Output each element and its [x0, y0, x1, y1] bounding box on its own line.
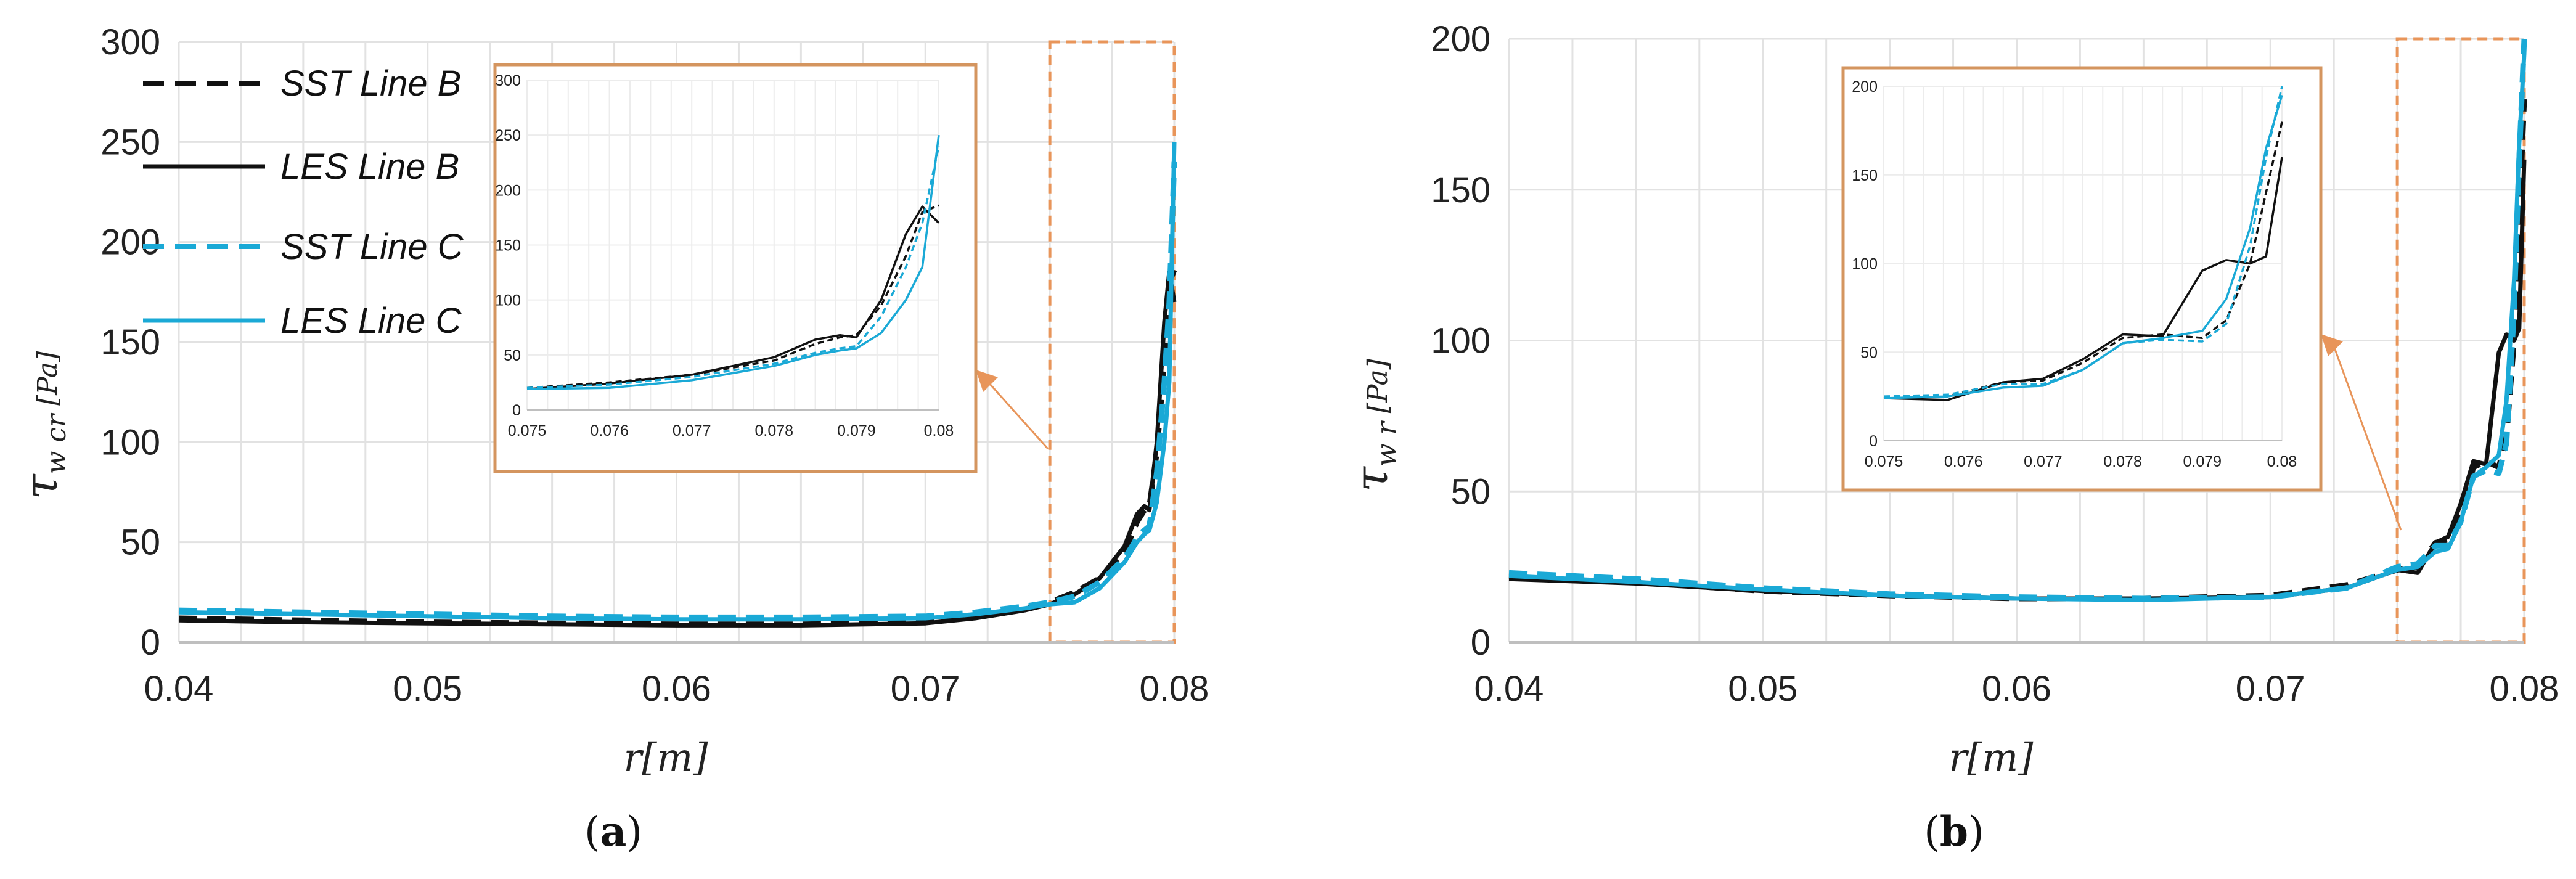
panel-b-inset-x-tick-label: 0.075 — [1865, 453, 1903, 470]
panel-b-inset-x-tick-label: 0.076 — [1944, 453, 1983, 470]
panel-b-x-tick-label: 0.08 — [2490, 669, 2559, 709]
panel-a-inset-x-tick-label: 0.076 — [590, 422, 629, 440]
panel-a-inset-series-line-sst-line-c — [526, 145, 940, 390]
panel-b-inset-x-tick-label: 0.08 — [2267, 453, 2297, 470]
panel-a-x-tick-label: 0.04 — [144, 669, 214, 709]
panel-a-x-ticks: 0.04 0.05 0.06 0.07 0.08 — [144, 669, 1209, 709]
panel-b-inset-y-tick-label: 0 — [1869, 433, 1878, 450]
panel-a-label: (a) — [584, 807, 642, 856]
panel-b-x-tick-label: 0.07 — [2236, 669, 2305, 709]
panel-b-inset: 0 50 100 150 200 0.075 0.076 0.077 0.078 0.079 0.0… — [1841, 66, 2402, 531]
panel-a-x-tick-label: 0.07 — [891, 669, 960, 709]
panel-b-x-tick-label: 0.05 — [1728, 669, 1797, 709]
panel-a-inset-y-tick-label: 250 — [495, 127, 521, 144]
panel-a-y-tick-label: 250 — [100, 122, 160, 162]
panel-a-inset-y-tick-label: 100 — [495, 292, 521, 309]
legend-label: SST Line C — [280, 227, 464, 267]
panel-b-y-axis-label: τw r [Pa] — [1345, 358, 1402, 492]
panel-a-inset-x-tick-label: 0.078 — [755, 422, 794, 440]
panel-a-inset-x-tick-label: 0.077 — [673, 422, 711, 440]
panel-b-x-tick-label: 0.04 — [1474, 669, 1544, 709]
panel-b-series-line-les-line-c — [1508, 54, 2527, 602]
panel-b-inset-frame — [1841, 66, 2323, 492]
panel-a-x-tick-label: 0.05 — [393, 669, 462, 709]
panel-a-inset-x-tick-label: 0.079 — [837, 422, 876, 440]
panel-b-inset-y-tick-label: 150 — [1852, 167, 1878, 184]
panel-b-series — [1508, 38, 2527, 602]
panel-a-y-label-unit: [Pa] — [32, 351, 63, 406]
panel-a-series-line-les-line-c — [178, 142, 1177, 622]
panel-a-x-tick-label: 0.06 — [642, 669, 711, 709]
panel-b-x-axis-label: r[m] — [1949, 735, 2034, 780]
panel-b: 0.04 0.05 0.06 0.07 0.08 0 50 100 150 200 r[m] τ… — [1345, 19, 2559, 856]
panel-b-y-tick-label: 50 — [1450, 472, 1490, 512]
panel-a-inset-series-line-les-line-b — [526, 205, 940, 390]
panel-b-y-label-subscript: w r — [1371, 420, 1402, 467]
legend-label: SST Line B — [280, 63, 461, 104]
svg-text:τw r[Pa]: τw r [Pa] — [1345, 358, 1402, 492]
panel-a-y-label-symbol: τ — [15, 473, 68, 499]
panel-b-x-tick-label: 0.06 — [1982, 669, 2051, 709]
panel-b-y-tick-label: 200 — [1431, 19, 1490, 59]
panel-b-inset-y-tick-label: 100 — [1852, 256, 1878, 273]
panel-a-inset-y-tick-label: 150 — [495, 237, 521, 255]
panel-a-series-line-sst-line-c — [178, 161, 1177, 620]
panel-b-label: (b) — [1924, 807, 1984, 856]
legend-label: LES Line B — [280, 147, 459, 187]
panel-a-y-tick-label: 150 — [100, 322, 160, 362]
panel-b-inset-x-tick-label: 0.079 — [2183, 453, 2222, 470]
panel-a-inset-x-tick-label: 0.08 — [924, 422, 954, 440]
panel-b-x-ticks: 0.04 0.05 0.06 0.07 0.08 — [1474, 669, 2559, 709]
panel-b-inset-y-tick-label: 200 — [1852, 78, 1878, 96]
panel-a-y-label-subscript: w cr — [41, 412, 72, 474]
panel-a-inset-y-tick-label: 200 — [495, 182, 521, 199]
panel-a-inset-series-line-les-line-c — [526, 134, 940, 390]
panel-a-zoom-arrow-head — [976, 370, 998, 392]
panel-a-y-tick-label: 100 — [100, 422, 160, 462]
panel-b-zoom-arrow-line — [2333, 347, 2402, 531]
panel-a-y-tick-label: 50 — [120, 523, 160, 563]
panel-a-x-axis-label: r[m] — [624, 735, 709, 780]
panel-a-inset-series-line-sst-line-b — [526, 204, 939, 390]
panel-a-y-tick-label: 300 — [100, 22, 160, 62]
panel-a-y-axis-label: τw cr [Pa] — [15, 351, 72, 499]
panel-b-zoom-arrow-head — [2321, 334, 2343, 356]
legend-label: LES Line C — [280, 301, 462, 341]
panel-a-inset: 0 50 100 150 200 250 300 0.075 0.076 0.077 0.078 0.… — [493, 63, 1049, 473]
panel-a-inset-y-tick-label: 300 — [495, 72, 521, 89]
panel-a-inset-frame — [493, 63, 978, 473]
panel-a: 0.04 0.05 0.06 0.07 0.08 050100150200250300 … — [15, 22, 1209, 856]
panel-b-y-ticks: 0 50 100 150 200 — [1431, 19, 1490, 663]
panel-a-x-tick-label: 0.08 — [1140, 669, 1209, 709]
panel-b-y-tick-label: 0 — [1471, 623, 1490, 663]
panel-a-zoom-arrow-line — [988, 382, 1049, 450]
panel-a-inset-y-tick-label: 0 — [512, 402, 521, 419]
panel-a-y-tick-label: 200 — [100, 223, 160, 263]
panel-b-inset-x-tick-label: 0.078 — [2103, 453, 2142, 470]
panel-b-inset-x-tick-label: 0.077 — [2024, 453, 2063, 470]
panel-b-y-tick-label: 100 — [1431, 321, 1490, 361]
panel-a-inset-x-tick-label: 0.075 — [508, 422, 547, 440]
panel-b-y-label-symbol: τ — [1345, 466, 1398, 492]
panel-a-inset-y-tick-label: 50 — [504, 347, 521, 364]
panel-b-inset-series-line-les-line-c — [1883, 94, 2283, 399]
panel-a-legend: SST Line B LES Line B SST Line C LES Line C — [143, 63, 464, 341]
panel-a-y-tick-label: 0 — [141, 623, 160, 663]
panel-a-y-ticks: 0 50 100 150 200 250 300 — [100, 22, 160, 663]
panel-a-series — [178, 142, 1177, 628]
panel-b-inset-y-tick-label: 50 — [1860, 344, 1878, 361]
svg-text:τw cr[Pa]: τw cr [Pa] — [15, 351, 72, 499]
panel-b-y-label-unit: [Pa] — [1362, 358, 1394, 413]
panel-b-y-tick-label: 150 — [1431, 170, 1490, 210]
